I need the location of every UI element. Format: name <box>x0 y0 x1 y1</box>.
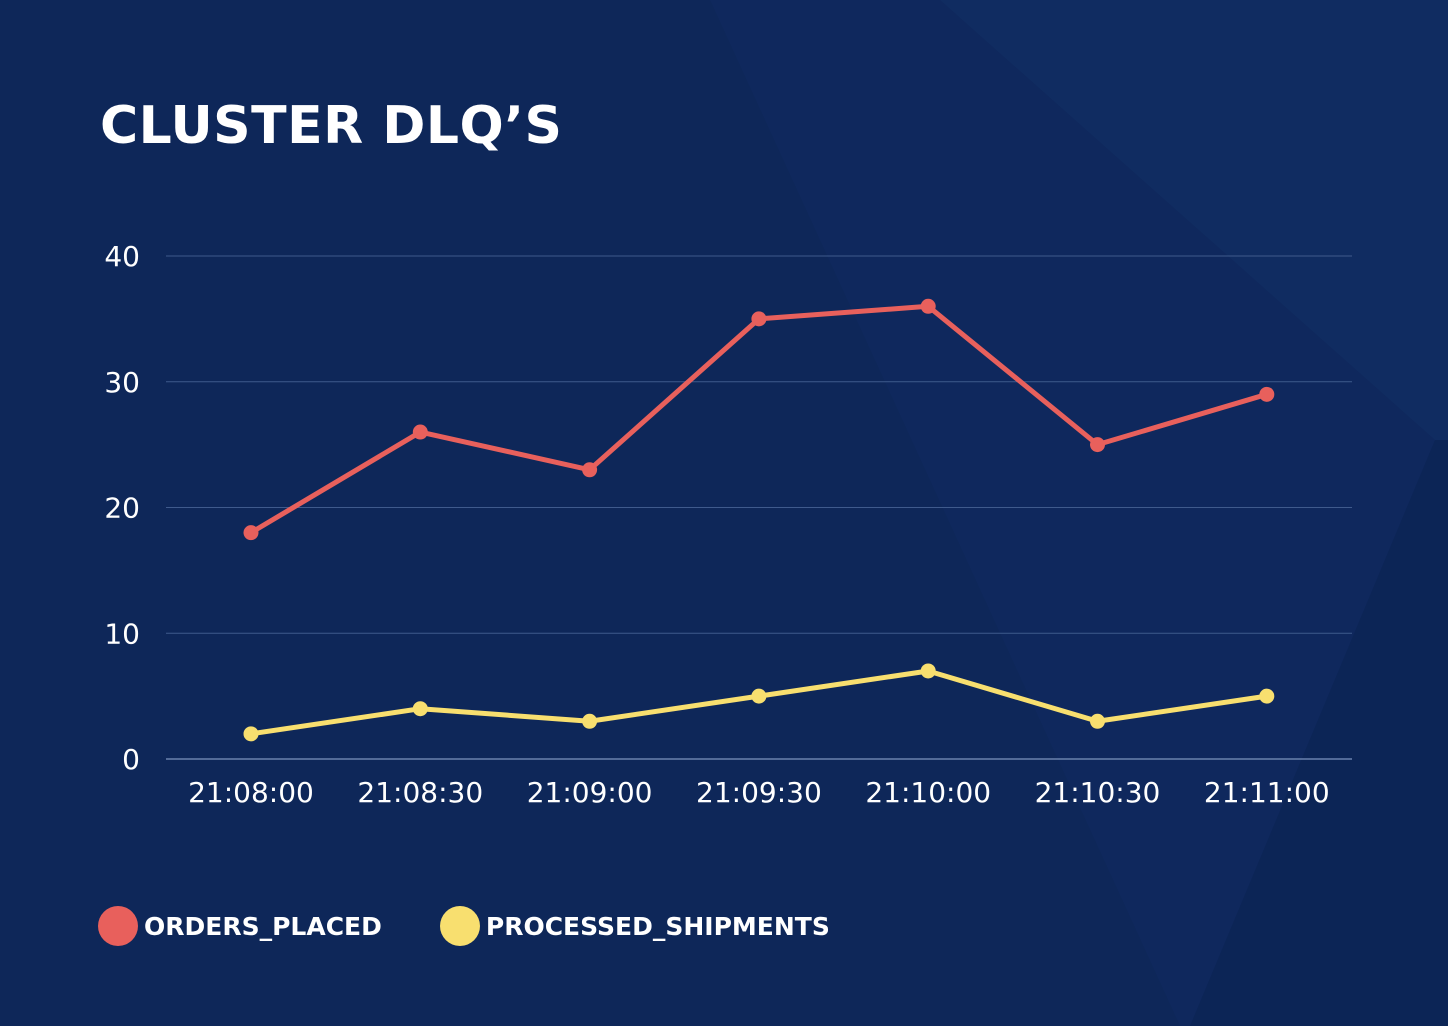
legend: ORDERS_PLACED PROCESSED_SHIPMENTS <box>98 906 888 946</box>
y-axis: 0 10 20 30 40 <box>104 240 140 776</box>
legend-label: ORDERS_PLACED <box>144 911 382 941</box>
data-point[interactable] <box>920 663 936 679</box>
data-point[interactable] <box>920 298 936 314</box>
x-tick-label: 21:11:00 <box>1204 776 1330 809</box>
legend-dot-orders-placed <box>98 906 138 946</box>
x-tick-label: 21:08:30 <box>357 776 483 809</box>
y-tick-label: 0 <box>122 743 140 776</box>
data-point[interactable] <box>751 311 767 327</box>
data-point[interactable] <box>412 701 428 717</box>
x-tick-label: 21:10:00 <box>865 776 991 809</box>
y-tick-label: 10 <box>104 617 140 650</box>
x-tick-label: 21:09:30 <box>696 776 822 809</box>
legend-label: PROCESSED_SHIPMENTS <box>485 911 830 941</box>
data-point[interactable] <box>1090 437 1105 453</box>
series-group <box>243 298 1275 742</box>
series-line <box>248 303 1270 536</box>
x-axis: 21:08:00 21:08:30 21:09:00 21:09:30 21:10:00… <box>188 776 1330 809</box>
data-point[interactable] <box>751 688 767 704</box>
data-point[interactable] <box>243 726 259 742</box>
legend-dot-processed-shipments <box>439 906 480 946</box>
data-point[interactable] <box>412 424 428 440</box>
data-point[interactable] <box>1090 713 1105 729</box>
legend-item-processed-shipments[interactable]: PROCESSED_SHIPMENTS <box>439 906 830 946</box>
x-tick-label: 21:09:00 <box>527 776 653 809</box>
x-tick-label: 21:10:30 <box>1035 776 1161 809</box>
y-tick-label: 20 <box>104 492 140 525</box>
x-tick-label: 21:08:00 <box>188 776 314 809</box>
data-point[interactable] <box>1259 386 1275 402</box>
data-point[interactable] <box>243 525 259 541</box>
grid-lines <box>166 255 1352 760</box>
data-point[interactable] <box>582 713 598 729</box>
legend-item-orders-placed[interactable]: ORDERS_PLACED <box>98 906 382 946</box>
page-title: CLUSTER DLQ’S <box>100 96 563 156</box>
y-tick-label: 30 <box>104 366 140 399</box>
y-tick-label: 40 <box>104 240 140 273</box>
data-point[interactable] <box>1259 688 1275 704</box>
data-point[interactable] <box>582 462 598 478</box>
